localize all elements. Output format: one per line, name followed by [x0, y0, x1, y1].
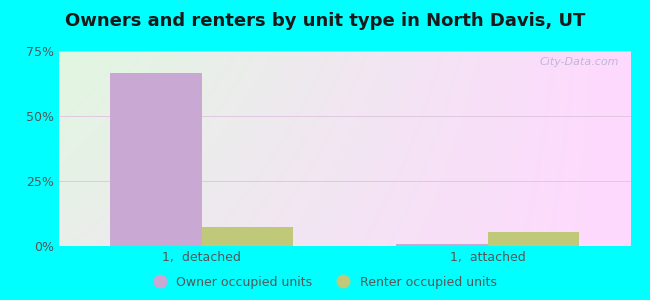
Bar — [110, 73, 202, 246]
Bar — [202, 226, 293, 246]
Text: City-Data.com: City-Data.com — [540, 57, 619, 67]
Legend: Owner occupied units, Renter occupied units: Owner occupied units, Renter occupied un… — [148, 271, 502, 294]
Bar — [396, 244, 488, 246]
Text: Owners and renters by unit type in North Davis, UT: Owners and renters by unit type in North… — [65, 12, 585, 30]
Bar — [488, 232, 579, 246]
